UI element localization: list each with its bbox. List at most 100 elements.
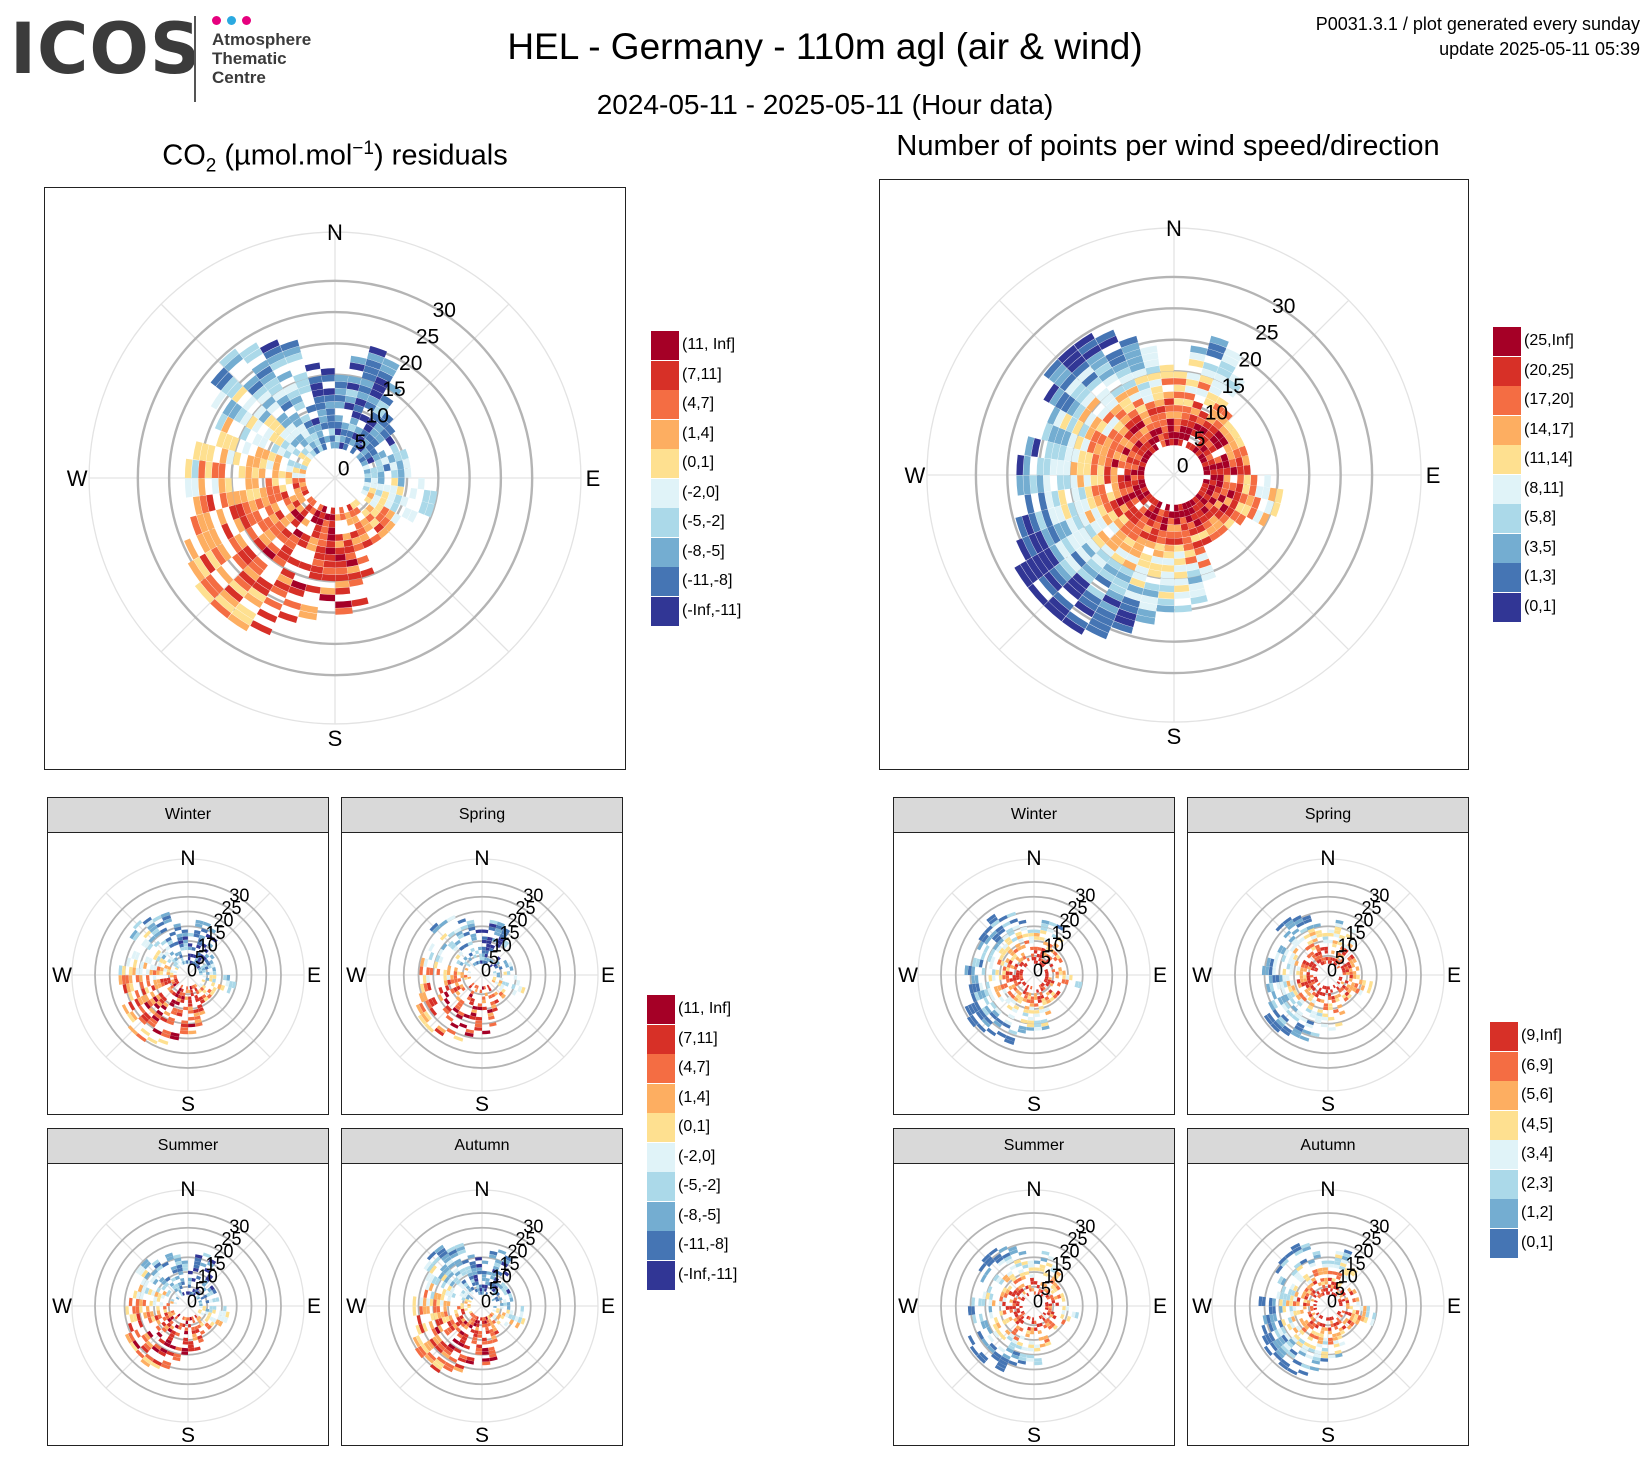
heatmap-cell [498, 991, 504, 997]
heatmap-cell [1013, 1259, 1021, 1265]
heatmap-cell [1303, 933, 1311, 940]
radial-tick-label: 0 [187, 960, 197, 980]
heatmap-cell [396, 486, 404, 496]
heatmap-cell [198, 460, 206, 478]
heatmap-cell [327, 534, 335, 541]
heatmap-cell [1159, 578, 1174, 586]
radial-tick-label: 30 [1075, 1217, 1095, 1237]
heatmap-cell [1026, 999, 1031, 1003]
heatmap-cell [459, 1353, 468, 1360]
compass-label: S [1027, 1093, 1041, 1116]
heatmap-cell [1010, 956, 1015, 962]
heatmap-cell [426, 982, 432, 991]
heatmap-cell [1263, 475, 1271, 488]
heatmap-cell [1201, 571, 1217, 582]
heatmap-cell [1292, 915, 1302, 923]
heatmap-cell [293, 371, 308, 383]
heatmap-cell [1024, 1271, 1030, 1276]
heatmap-cell [989, 962, 994, 969]
heatmap-cell [204, 966, 209, 970]
heatmap-cell [1289, 1300, 1293, 1306]
heatmap-cell [1050, 459, 1058, 475]
heatmap-cell [1309, 994, 1315, 999]
heatmap-cell [199, 495, 210, 514]
heatmap-cell [1022, 955, 1027, 960]
heatmap-cell [440, 1294, 445, 1301]
compass-label: S [1321, 1093, 1335, 1116]
heatmap-cell [438, 987, 444, 994]
compass-label: W [346, 964, 366, 987]
heatmap-cell [1198, 530, 1209, 540]
heatmap-cell [156, 956, 162, 962]
heatmap-cell [335, 560, 347, 568]
heatmap-cell [466, 996, 472, 1001]
radial-tick-label: 0 [481, 960, 491, 980]
heatmap-cell [1243, 465, 1251, 475]
heatmap-cell [978, 1313, 984, 1322]
heatmap-cell [460, 924, 468, 931]
heatmap-cell [1002, 970, 1006, 975]
heatmap-cell [1314, 993, 1319, 998]
heatmap-cell [415, 1324, 422, 1335]
heatmap-cell [1269, 958, 1275, 967]
heatmap-cell [1074, 981, 1079, 988]
heatmap-cell [1141, 352, 1159, 362]
heatmap-cell [1341, 951, 1347, 956]
heatmap-cell [248, 586, 267, 603]
heatmap-cell [139, 961, 145, 969]
heatmap-cell [430, 1291, 435, 1299]
heatmap-cell [373, 406, 386, 418]
heatmap-cell [1029, 1006, 1034, 1011]
radial-grid-circle [108, 895, 268, 1055]
heatmap-cell [1102, 563, 1119, 577]
heatmap-cell [1268, 1297, 1273, 1306]
heatmap-cell [1139, 514, 1149, 524]
heatmap-cell [1207, 484, 1216, 492]
radial-tick-label: 10 [1044, 1266, 1064, 1286]
heatmap-cell [372, 382, 387, 395]
heatmap-cell [181, 1347, 188, 1352]
heatmap-cell [1100, 493, 1110, 505]
heatmap-cell [1282, 1025, 1293, 1034]
heatmap-cell [469, 1261, 476, 1266]
heatmap-cell [1000, 960, 1005, 966]
heatmap-cell [1152, 435, 1160, 444]
heatmap-cell [156, 921, 165, 928]
heatmap-cell [1034, 1003, 1039, 1007]
heatmap-cell [345, 552, 357, 561]
heatmap-cell [1156, 500, 1163, 509]
heatmap-cell [209, 990, 215, 996]
heatmap-cell [470, 1317, 474, 1322]
heatmap-cell [342, 532, 352, 541]
heatmap-cell [397, 478, 405, 487]
radial-grid-circle [954, 895, 1114, 1055]
heatmap-cell [412, 1306, 417, 1316]
heatmap-cell [198, 1301, 203, 1305]
heatmap-cell [1266, 957, 1271, 967]
heatmap-cell [162, 1001, 169, 1008]
radial-grid-circle [388, 881, 576, 1069]
heatmap-cell [364, 478, 372, 483]
heatmap-cell [209, 1321, 215, 1327]
heatmap-cell [967, 1016, 977, 1028]
heatmap-cell [1115, 571, 1132, 584]
heatmap-cell [467, 1254, 475, 1259]
heatmap-cell [204, 1311, 209, 1315]
legend-label: (-8,-5] [678, 1206, 721, 1224]
heatmap-cell [1229, 499, 1239, 510]
heatmap-cell [492, 1268, 498, 1274]
heatmap-cell [280, 339, 300, 352]
heatmap-cell [299, 468, 307, 475]
heatmap-cell [1016, 970, 1020, 973]
heatmap-cell [482, 1284, 485, 1288]
heatmap-cell [1044, 968, 1048, 972]
heatmap-cell [1097, 504, 1108, 517]
heatmap-cell [988, 916, 998, 925]
heatmap-cell [1139, 552, 1153, 563]
heatmap-cell [1038, 575, 1058, 596]
heatmap-cell [1162, 558, 1174, 566]
heatmap-cell [1344, 991, 1350, 997]
heatmap-cell [1323, 1270, 1328, 1275]
heatmap-cell [1113, 517, 1125, 530]
heatmap-cell [174, 926, 182, 932]
